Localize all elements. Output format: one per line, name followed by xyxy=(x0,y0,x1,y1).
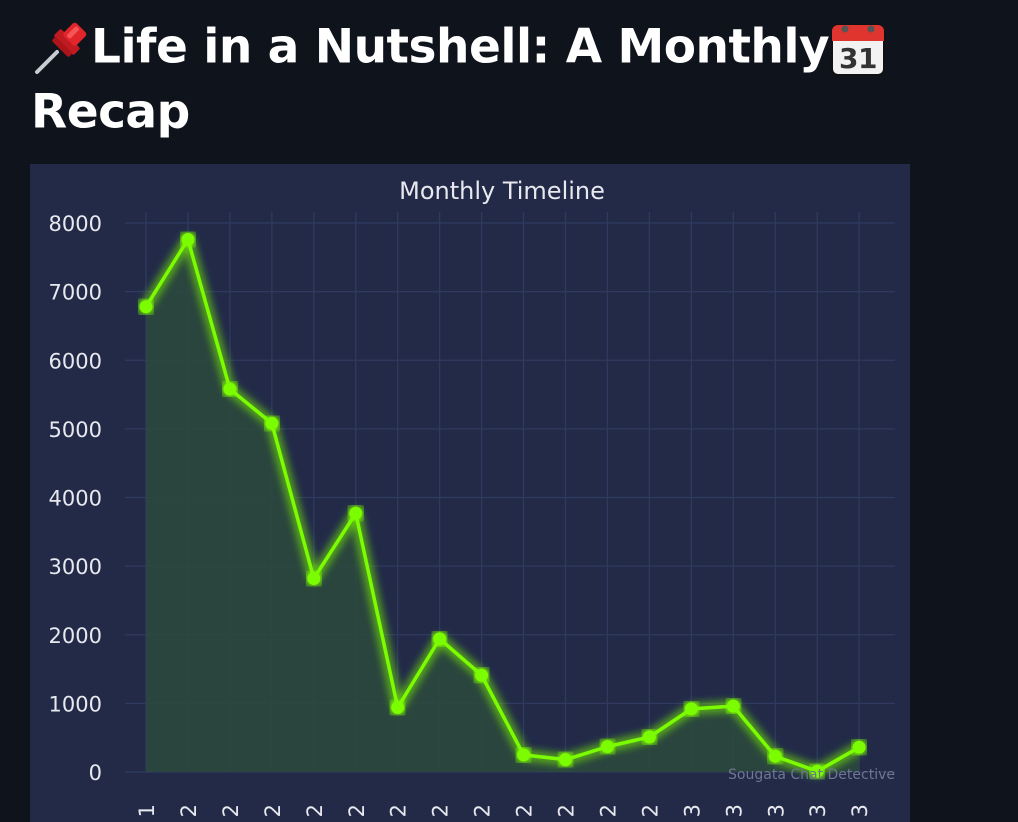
watermark: Sougata Chat Detective xyxy=(728,767,895,783)
x-tick-label: 2 xyxy=(345,804,369,817)
data-point xyxy=(600,740,614,754)
pushpin-icon xyxy=(31,20,91,76)
chart-svg: Monthly Timeline 0 1000 2000 3000 4000 5000 60… xyxy=(49,177,895,817)
y-axis-ticks: 0 1000 2000 3000 4000 5000 6000 7000 8000 xyxy=(49,212,102,785)
x-tick-label: 3 xyxy=(848,804,872,817)
y-tick-label: 1000 xyxy=(49,692,102,716)
data-point xyxy=(684,702,698,716)
x-axis-ticks: 1 2 2 2 2 2 2 2 2 2 2 2 2 3 3 3 3 3 xyxy=(135,804,872,817)
area-fill-path xyxy=(146,239,860,773)
x-tick-label: 2 xyxy=(596,804,620,817)
x-tick-label: 2 xyxy=(429,804,453,817)
data-point xyxy=(223,382,237,396)
data-point xyxy=(391,700,405,714)
y-tick-label: 7000 xyxy=(49,281,102,305)
data-point xyxy=(768,749,782,763)
chart-title: Monthly Timeline xyxy=(399,177,605,205)
data-point xyxy=(265,416,279,430)
x-tick-label: 1 xyxy=(135,804,159,817)
title-line-1: Life in a Nutshell: A Monthly xyxy=(91,19,830,75)
y-tick-label: 2000 xyxy=(49,624,102,648)
x-tick-label: 3 xyxy=(722,804,746,817)
y-tick-label: 6000 xyxy=(49,349,102,373)
data-point xyxy=(475,668,489,682)
x-tick-label: 2 xyxy=(555,804,579,817)
data-point xyxy=(349,506,363,520)
data-point xyxy=(181,232,195,246)
y-tick-label: 8000 xyxy=(49,212,102,236)
svg-text:31: 31 xyxy=(839,42,877,75)
data-point xyxy=(433,632,447,646)
data-point xyxy=(559,753,572,767)
x-tick-label: 2 xyxy=(638,804,662,817)
x-tick-label: 3 xyxy=(764,804,788,817)
series-line-path xyxy=(144,237,861,774)
data-point xyxy=(852,740,866,754)
x-tick-label: 3 xyxy=(806,804,830,817)
calendar-icon: 31 xyxy=(829,19,887,77)
y-tick-label: 5000 xyxy=(49,418,102,442)
data-point xyxy=(726,699,740,713)
x-tick-label: 2 xyxy=(219,804,243,817)
x-tick-label: 2 xyxy=(261,804,285,817)
data-point xyxy=(517,748,531,762)
data-point xyxy=(642,730,656,744)
y-tick-label: 4000 xyxy=(49,487,102,511)
monthly-timeline-chart: Monthly Timeline 0 1000 2000 3000 4000 5000 60… xyxy=(30,164,910,822)
area-fill xyxy=(146,239,860,773)
series-line xyxy=(144,237,861,774)
x-tick-label: 2 xyxy=(387,804,411,817)
title-line-2: Recap xyxy=(31,84,190,139)
y-tick-label: 0 xyxy=(89,761,102,785)
x-tick-label: 2 xyxy=(513,804,537,817)
data-point xyxy=(139,300,153,314)
y-tick-label: 3000 xyxy=(49,555,102,579)
x-tick-label: 2 xyxy=(471,804,495,817)
x-tick-label: 2 xyxy=(177,804,201,817)
page-title: Life in a Nutshell: A Monthly 31 Recap xyxy=(31,14,931,143)
data-point xyxy=(307,571,321,585)
data-point xyxy=(810,764,824,778)
x-tick-label: 2 xyxy=(303,804,327,817)
x-tick-label: 3 xyxy=(680,804,704,817)
data-points xyxy=(139,232,866,778)
